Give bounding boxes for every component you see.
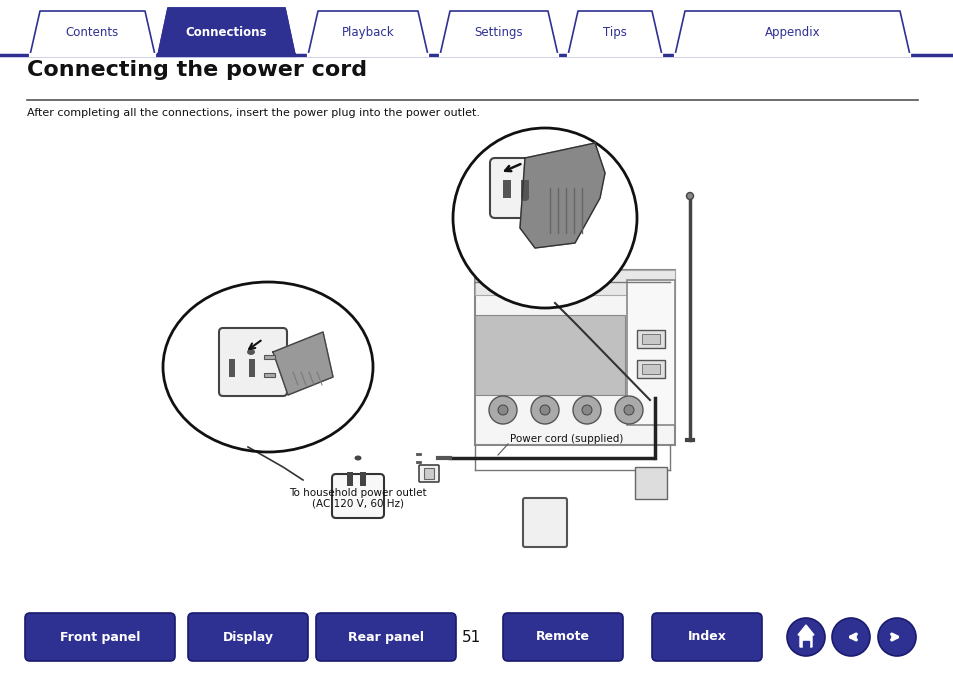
FancyBboxPatch shape: [651, 613, 761, 661]
Bar: [264, 373, 274, 377]
Ellipse shape: [355, 456, 361, 460]
Ellipse shape: [573, 396, 600, 424]
Ellipse shape: [489, 396, 517, 424]
Ellipse shape: [247, 349, 254, 355]
Polygon shape: [797, 625, 813, 647]
FancyBboxPatch shape: [490, 158, 555, 218]
Bar: [502, 180, 511, 198]
Text: Index: Index: [687, 631, 725, 643]
Polygon shape: [567, 11, 661, 55]
FancyBboxPatch shape: [188, 613, 308, 661]
Bar: [423, 468, 434, 479]
Bar: [229, 359, 234, 377]
Text: Power cord (supplied): Power cord (supplied): [510, 434, 622, 444]
FancyBboxPatch shape: [332, 474, 384, 518]
Text: Display: Display: [222, 631, 274, 643]
Text: Appendix: Appendix: [764, 26, 820, 39]
Ellipse shape: [615, 396, 642, 424]
Ellipse shape: [520, 195, 529, 201]
Bar: [641, 364, 659, 374]
Bar: [359, 472, 366, 486]
Text: Contents: Contents: [66, 26, 119, 39]
Polygon shape: [308, 11, 428, 55]
Bar: [347, 472, 353, 486]
Text: Front panel: Front panel: [60, 631, 140, 643]
Polygon shape: [802, 641, 808, 647]
Text: Connecting the power cord: Connecting the power cord: [27, 60, 367, 80]
Text: Remote: Remote: [536, 631, 589, 643]
FancyBboxPatch shape: [522, 498, 566, 547]
Ellipse shape: [581, 405, 592, 415]
Ellipse shape: [539, 405, 550, 415]
Bar: [635, 467, 666, 499]
Text: 51: 51: [462, 629, 481, 645]
FancyBboxPatch shape: [418, 465, 438, 482]
Text: Connections: Connections: [186, 26, 267, 39]
Bar: [637, 330, 664, 348]
Polygon shape: [439, 11, 558, 55]
Bar: [637, 360, 664, 378]
Text: To household power outlet: To household power outlet: [289, 488, 426, 498]
Bar: [475, 270, 675, 295]
Bar: [475, 315, 624, 395]
Ellipse shape: [531, 396, 558, 424]
Ellipse shape: [877, 618, 915, 656]
Polygon shape: [273, 332, 333, 395]
Bar: [264, 355, 274, 359]
Text: Rear panel: Rear panel: [348, 631, 423, 643]
Bar: [641, 334, 659, 344]
Bar: [626, 280, 675, 425]
Text: Playback: Playback: [341, 26, 394, 39]
Ellipse shape: [623, 405, 634, 415]
Polygon shape: [158, 8, 294, 55]
Ellipse shape: [686, 192, 693, 199]
Ellipse shape: [453, 128, 637, 308]
Text: Tips: Tips: [602, 26, 626, 39]
FancyBboxPatch shape: [25, 613, 174, 661]
Text: (AC 120 V, 60 Hz): (AC 120 V, 60 Hz): [312, 498, 403, 508]
Polygon shape: [675, 11, 909, 55]
Text: After completing all the connections, insert the power plug into the power outle: After completing all the connections, in…: [27, 108, 479, 118]
Bar: [520, 180, 529, 198]
FancyBboxPatch shape: [502, 613, 622, 661]
Ellipse shape: [831, 618, 869, 656]
Bar: [249, 359, 254, 377]
FancyBboxPatch shape: [219, 328, 287, 396]
Ellipse shape: [786, 618, 824, 656]
FancyBboxPatch shape: [315, 613, 456, 661]
Ellipse shape: [497, 405, 507, 415]
Polygon shape: [519, 143, 604, 248]
Text: Settings: Settings: [475, 26, 523, 39]
Bar: [475, 270, 675, 445]
Polygon shape: [30, 11, 154, 55]
